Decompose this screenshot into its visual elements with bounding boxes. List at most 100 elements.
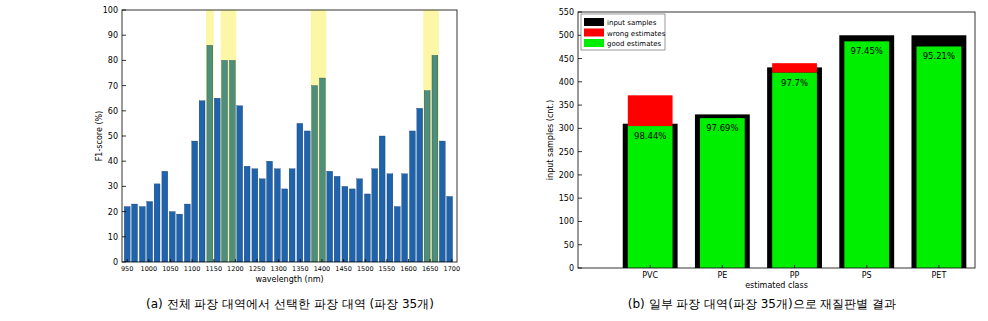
bar: [214, 98, 220, 262]
chart-a: 0102030405060708090100F1-score (%)950100…: [95, 6, 460, 311]
bar-overlay: [911, 35, 966, 268]
bar: [439, 141, 445, 262]
bar: [237, 106, 243, 262]
bar: [417, 108, 423, 262]
x-tick: [257, 259, 258, 262]
bar: [207, 45, 213, 262]
x-tick-label: PET: [932, 271, 947, 280]
bar: [447, 196, 453, 262]
bar: [274, 169, 280, 262]
y-tick-label: 70: [108, 82, 118, 91]
x-tick-label: 1300: [270, 265, 287, 273]
bar: [312, 86, 318, 262]
y-tick-label: 100: [103, 6, 118, 15]
bar: [424, 91, 430, 262]
x-tick: [170, 259, 171, 262]
bar: [259, 179, 265, 262]
x-tick: [343, 259, 344, 262]
x-tick-label: 1200: [227, 265, 244, 273]
y-tick-label: 350: [559, 101, 574, 110]
bar: [394, 207, 400, 262]
x-tick: [235, 259, 236, 262]
bar: [267, 161, 273, 262]
plot-background: [578, 12, 975, 268]
caption: (a) 전체 파장 대역에서 선택한 파장 대역 (파장 35개): [146, 297, 434, 311]
y-tick: [578, 268, 582, 269]
bar: [199, 101, 205, 262]
y-tick-label: 550: [559, 8, 574, 17]
y-tick: [578, 221, 582, 222]
accuracy-label: 98.44%: [634, 131, 666, 141]
caption: (b) 일부 파장 대역(파장 35개)으로 재질판별 결과: [628, 297, 897, 311]
bar-segment: [628, 95, 673, 126]
y-tick-label: 100: [559, 217, 574, 226]
bar: [342, 186, 348, 262]
bar: [169, 212, 175, 262]
bar-overlay: [623, 124, 678, 268]
y-axis-label: F1-score (%): [95, 111, 104, 161]
x-tick-label: 1650: [422, 265, 439, 273]
x-tick-label: 1400: [314, 265, 331, 273]
plot-frame: [578, 12, 975, 268]
bar-overlay: [695, 114, 750, 268]
y-tick: [122, 236, 126, 237]
y-tick-label: 60: [108, 107, 118, 116]
bar: [409, 131, 415, 262]
bar-segment: [772, 63, 817, 72]
y-tick-label: 20: [108, 208, 118, 217]
legend-swatch: [584, 39, 604, 47]
x-tick-label: 1150: [205, 265, 222, 273]
x-tick: [192, 259, 193, 262]
bar-segment: [917, 46, 962, 47]
legend: input sampleswrong estimatesgood estimat…: [581, 14, 666, 50]
x-tick-label: 1450: [335, 265, 352, 273]
y-tick-label: 80: [108, 56, 118, 65]
bar: [364, 194, 370, 262]
x-tick: [321, 259, 322, 262]
x-tick-label: 1350: [292, 265, 309, 273]
y-tick-label: 400: [559, 78, 574, 87]
x-tick-label: PE: [717, 271, 727, 280]
y-tick: [578, 81, 582, 82]
y-tick: [578, 58, 582, 59]
x-tick: [127, 259, 128, 262]
y-tick-label: 450: [559, 55, 574, 64]
legend-swatch: [584, 18, 604, 26]
bar: [327, 171, 333, 262]
y-tick-label: 250: [559, 148, 574, 157]
legend-swatch: [584, 29, 604, 37]
x-tick: [938, 265, 939, 268]
x-tick-label: 1550: [379, 265, 396, 273]
y-tick-label: 200: [559, 171, 574, 180]
y-tick: [122, 10, 126, 11]
bar: [252, 169, 258, 262]
x-tick: [386, 259, 387, 262]
bar: [177, 214, 183, 262]
figure: 0102030405060708090100F1-score (%)950100…: [0, 0, 988, 321]
y-tick: [122, 35, 126, 36]
bar-segment: [772, 73, 817, 268]
y-tick: [578, 151, 582, 152]
highlight-band: [311, 10, 327, 262]
marks: [124, 10, 452, 262]
x-tick-label: 1700: [444, 265, 461, 273]
x-tick: [650, 265, 651, 268]
x-tick-label: PVC: [642, 271, 658, 280]
bar: [372, 169, 378, 262]
y-tick: [578, 105, 582, 106]
accuracy-label: 97.69%: [706, 123, 738, 133]
y-tick-label: 50: [564, 241, 574, 250]
y-tick-label: 500: [559, 31, 574, 40]
x-tick-label: PP: [790, 271, 800, 280]
y-tick-label: 40: [108, 157, 118, 166]
bar-overlay: [839, 35, 894, 268]
bar: [357, 179, 363, 262]
y-tick-label: 0: [569, 264, 574, 273]
accuracy-label: 97.7%: [781, 78, 808, 88]
legend-box: [581, 14, 665, 50]
bar: [139, 207, 145, 262]
bar-segment: [700, 118, 745, 268]
y-tick: [122, 262, 126, 263]
bar: [162, 171, 168, 262]
bar-segment: [917, 46, 962, 268]
